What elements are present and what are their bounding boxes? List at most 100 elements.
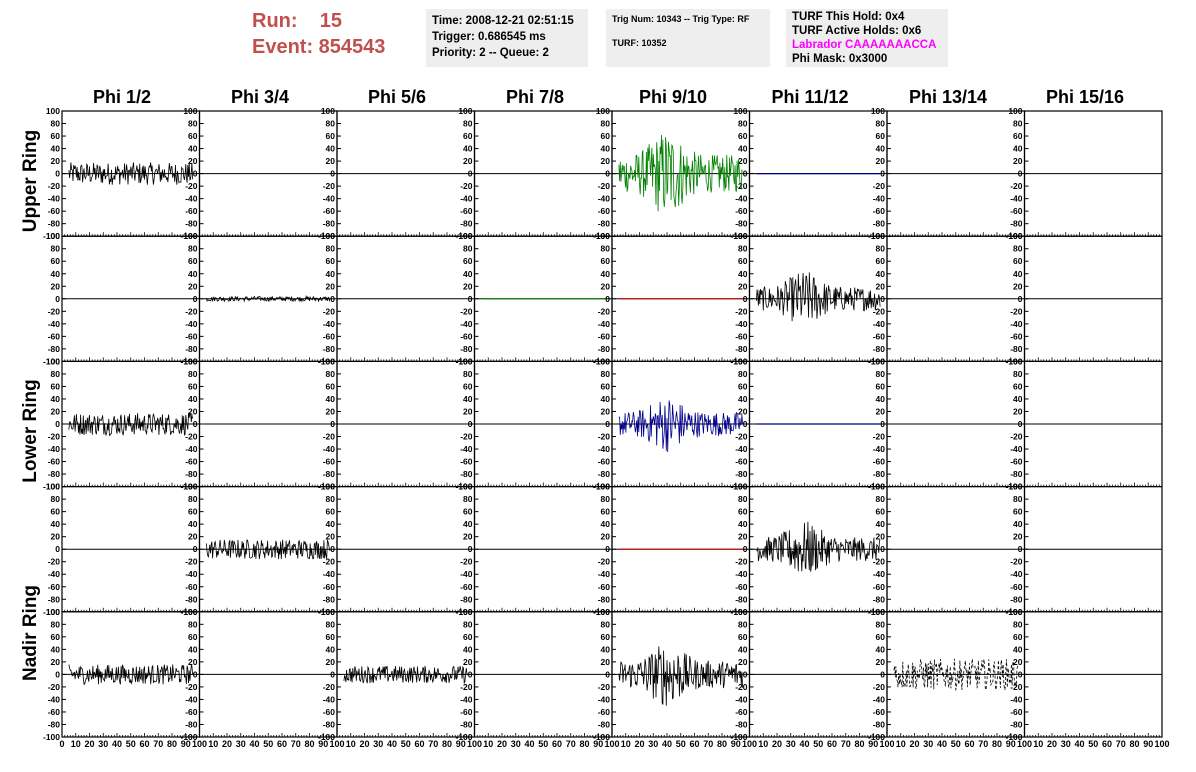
y-tick-label: 20 [601,281,611,291]
y-tick-label: 20 [738,532,748,542]
y-tick-label: 40 [188,394,198,404]
y-tick-label: 60 [738,256,748,266]
y-tick-label: 80 [326,369,336,379]
x-tick-label: 30 [236,739,246,749]
trigger-text: Trigger: 0.686545 ms [432,31,546,43]
y-tick-label: 60 [601,256,611,266]
y-tick-label: 40 [738,519,748,529]
y-tick-label: -100 [43,732,60,742]
x-tick-label: 30 [923,739,933,749]
y-tick-label: 40 [51,269,61,279]
y-tick-label: 40 [463,519,473,529]
x-tick-label: 30 [98,739,108,749]
y-tick-label: -60 [48,707,61,717]
y-tick-label: 100 [733,607,747,617]
y-tick-label: -20 [323,682,336,692]
y-tick-label: -40 [323,319,336,329]
y-tick-label: 40 [738,394,748,404]
y-tick-label: 20 [51,532,61,542]
y-tick-label: 0 [605,544,610,554]
y-tick-label: -80 [735,344,748,354]
y-tick-label: 20 [326,156,336,166]
y-tick-label: -80 [1010,469,1023,479]
x-tick-label: 50 [538,739,548,749]
y-tick-label: 0 [55,169,60,179]
y-tick-label: -20 [598,181,611,191]
x-tick-label: 30 [511,739,521,749]
y-tick-label: 100 [46,356,60,366]
y-tick-label: 80 [738,494,748,504]
x-tick-label: 80 [992,739,1002,749]
y-tick-label: -80 [735,219,748,229]
x-tick-label: 90 [1143,739,1153,749]
y-tick-label: 40 [876,269,886,279]
x-tick-label: 10 [1033,739,1043,749]
x-tick-label: 20 [909,739,919,749]
turf-active-holds-text: TURF Active Holds: 0x6 [792,25,922,37]
y-tick-label: 20 [463,406,473,416]
y-tick-label: 60 [463,256,473,266]
y-tick-label: -80 [323,219,336,229]
y-tick-label: 80 [738,119,748,129]
y-tick-label: 0 [468,294,473,304]
y-tick-label: 80 [876,119,886,129]
y-tick-label: 80 [601,619,611,629]
y-tick-label: 100 [458,231,472,241]
x-tick-label: 30 [373,739,383,749]
y-tick-label: -20 [460,432,473,442]
y-tick-label: 100 [596,106,610,116]
y-tick-label: -20 [48,432,61,442]
y-tick-label: 20 [51,406,61,416]
y-tick-label: 80 [326,494,336,504]
y-tick-label: 80 [876,494,886,504]
y-tick-label: 100 [596,482,610,492]
y-tick-label: 0 [1018,544,1023,554]
y-tick-label: 40 [876,394,886,404]
y-tick-label: 100 [183,607,197,617]
waveform-trace [618,400,743,453]
x-tick-label: 100 [1017,739,1032,749]
y-tick-label: 40 [51,394,61,404]
y-tick-label: -40 [48,444,61,454]
y-tick-label: 60 [326,632,336,642]
y-tick-label: 60 [1013,632,1023,642]
y-tick-label: 0 [55,544,60,554]
y-tick-label: 20 [188,532,198,542]
y-tick-label: 20 [188,281,198,291]
column-header-phi-1-2: Phi 1/2 [92,87,152,107]
y-tick-label: 20 [463,532,473,542]
y-tick-label: -60 [1010,707,1023,717]
y-tick-label: 40 [51,519,61,529]
y-tick-label: -40 [598,444,611,454]
y-tick-label: 100 [183,231,197,241]
y-tick-label: 40 [738,644,748,654]
x-tick-label: 10 [483,739,493,749]
y-tick-label: 20 [188,156,198,166]
y-tick-label: 100 [871,607,885,617]
y-tick-label: 100 [733,231,747,241]
y-tick-label: 20 [1013,156,1023,166]
y-tick-label: -60 [735,206,748,216]
y-tick-label: -20 [460,181,473,191]
y-tick-label: 60 [463,632,473,642]
y-tick-label: -40 [323,569,336,579]
y-tick-label: 20 [1013,532,1023,542]
x-tick-label: 100 [742,739,757,749]
y-tick-label: 80 [326,119,336,129]
column-header-phi-11-12: Phi 11/12 [771,87,849,107]
y-tick-label: -40 [323,694,336,704]
y-tick-label: 0 [55,294,60,304]
y-tick-label: -40 [460,569,473,579]
y-tick-label: 100 [596,231,610,241]
y-tick-label: 60 [51,507,61,517]
y-tick-label: 20 [601,657,611,667]
column-header-phi-13-14: Phi 13/14 [908,87,988,107]
y-tick-label: 60 [326,256,336,266]
x-tick-label: 20 [634,739,644,749]
y-tick-label: -60 [735,457,748,467]
x-tick-label: 70 [703,739,713,749]
y-tick-label: -40 [1010,319,1023,329]
y-tick-label: 100 [458,482,472,492]
x-tick-label: 10 [758,739,768,749]
